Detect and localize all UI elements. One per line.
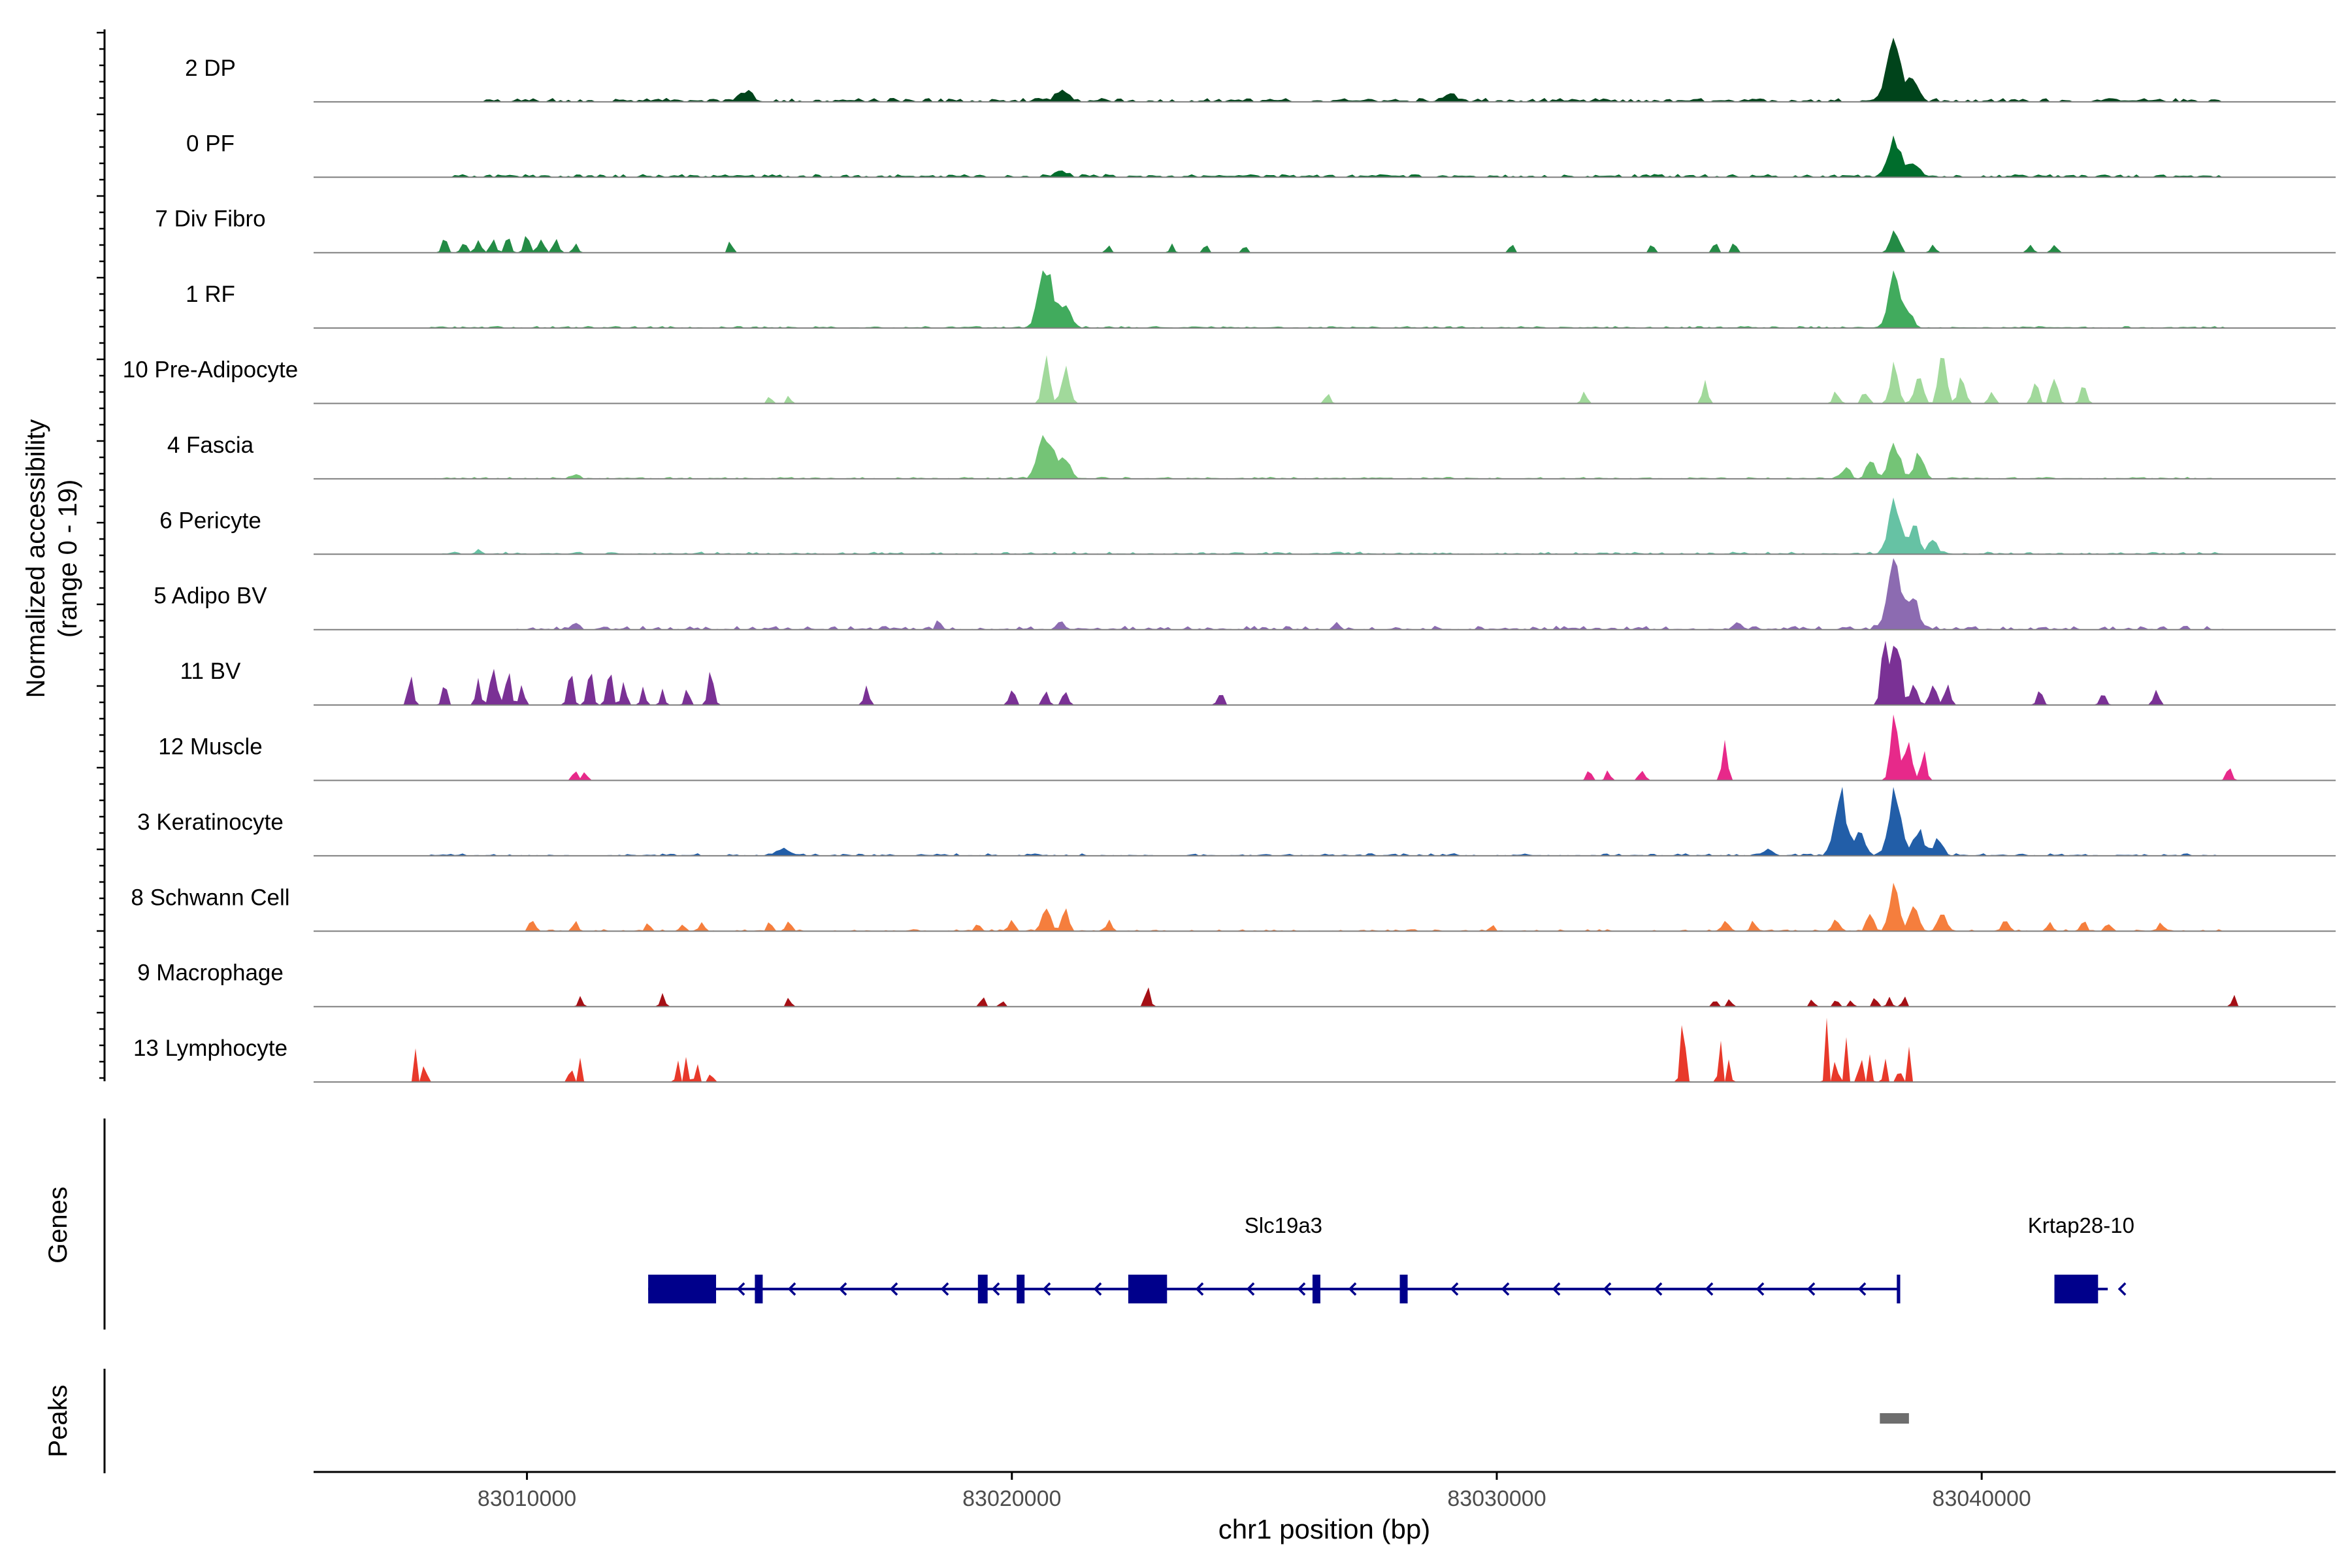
genes-layer: Slc19a3 Krtap28-10 — [103, 1119, 2134, 1330]
track-5: 4 Fascia — [167, 433, 2336, 480]
track-6: 6 Pericyte — [159, 497, 2336, 555]
gene-exon — [755, 1275, 763, 1303]
strand-arrow — [1756, 1282, 1765, 1296]
strand-arrow — [1603, 1282, 1612, 1296]
track-1: 0 PF — [186, 131, 2336, 178]
coverage-area — [314, 135, 2336, 178]
coverage-area — [314, 640, 2336, 706]
gene-krtap28-10: Krtap28-10 — [2028, 1213, 2134, 1303]
strand-arrow — [787, 1282, 796, 1296]
strand-arrow — [1654, 1282, 1663, 1296]
track-label: 13 Lymphocyte — [133, 1036, 287, 1061]
strand-arrow — [1297, 1282, 1306, 1296]
gene-label: Krtap28-10 — [2028, 1213, 2134, 1237]
track-0: 2 DP — [185, 37, 2336, 103]
strand-arrow — [736, 1282, 745, 1296]
y-axis-label-range: (range 0 - 19) — [54, 480, 82, 638]
track-9: 12 Muscle — [158, 714, 2336, 781]
peaks-panel-label: Peaks — [44, 1384, 73, 1457]
strand-arrow — [1246, 1282, 1255, 1296]
strand-arrow — [1450, 1282, 1459, 1296]
tracks-layer: 2 DP 0 PF 7 Div Fibro 1 RF 10 Pre-Adipocyte 4… — [97, 29, 2336, 1083]
coverage-area — [314, 355, 2336, 404]
coverage-area — [314, 714, 2336, 781]
track-4: 10 Pre-Adipocyte — [123, 355, 2336, 404]
track-12: 9 Macrophage — [137, 960, 2336, 1007]
strand-arrow — [940, 1282, 949, 1296]
strand-arrow — [1552, 1282, 1561, 1296]
track-label: 0 PF — [186, 131, 235, 156]
gene-exon — [1128, 1275, 1168, 1303]
gene-exon — [1399, 1275, 1408, 1303]
x-tick-label: 83030000 — [1447, 1486, 1546, 1511]
track-label: 1 RF — [186, 282, 235, 307]
track-label: 4 Fascia — [167, 433, 254, 458]
strand-arrow — [1806, 1282, 1816, 1296]
gene-exon — [2054, 1275, 2099, 1303]
coverage-area — [314, 270, 2336, 329]
y-axis-label: Normalized accessibility — [22, 419, 50, 698]
track-7: 5 Adipo BV — [154, 558, 2336, 630]
x-tick-label: 83020000 — [962, 1486, 1061, 1511]
strand-arrow — [889, 1282, 898, 1296]
peaks-layer — [103, 1369, 1909, 1473]
strand-arrow — [2117, 1282, 2127, 1296]
coverage-area — [314, 987, 2336, 1007]
gene-slc19a3: Slc19a3 — [648, 1213, 1901, 1303]
strand-arrow — [1042, 1282, 1051, 1296]
peak-region — [1880, 1413, 1909, 1424]
track-label: 3 Keratinocyte — [137, 809, 284, 835]
coverage-area — [314, 497, 2336, 555]
track-label: 9 Macrophage — [137, 960, 284, 986]
track-label: 6 Pericyte — [159, 508, 261, 533]
strand-arrow — [1093, 1282, 1102, 1296]
gene-exon — [1897, 1275, 1901, 1303]
track-label: 8 Schwann Cell — [131, 885, 289, 910]
coverage-area — [314, 434, 2336, 479]
track-label: 11 BV — [180, 659, 241, 684]
coverage-area — [314, 558, 2336, 630]
strand-arrow — [838, 1282, 847, 1296]
strand-arrow — [1348, 1282, 1357, 1296]
x-tick-label: 83040000 — [1933, 1486, 2031, 1511]
coverage-area — [314, 1017, 2336, 1083]
track-8: 11 BV — [180, 640, 2336, 706]
genes-panel-label: Genes — [44, 1186, 73, 1264]
track-10: 3 Keratinocyte — [137, 787, 2336, 857]
track-label: 12 Muscle — [158, 734, 263, 760]
gene-label: Slc19a3 — [1245, 1213, 1322, 1237]
track-label: 10 Pre-Adipocyte — [123, 357, 298, 383]
track-11: 8 Schwann Cell — [131, 883, 2336, 932]
gene-exon — [977, 1275, 988, 1303]
coverage-area — [314, 883, 2336, 932]
x-tick-label: 83010000 — [478, 1486, 576, 1511]
coverage-area — [314, 787, 2336, 856]
x-axis-label: chr1 position (bp) — [1218, 1514, 1431, 1544]
gene-exon — [648, 1275, 717, 1303]
track-label: 5 Adipo BV — [154, 583, 267, 609]
strand-arrow — [1195, 1282, 1204, 1296]
track-label: 2 DP — [185, 56, 236, 81]
strand-arrow — [1857, 1282, 1867, 1296]
coverage-area — [314, 37, 2336, 102]
track-3: 1 RF — [186, 270, 2336, 329]
gene-exon — [1312, 1275, 1320, 1303]
x-axis: 83010000 83020000 83030000 83040000 — [314, 1471, 2336, 1511]
track-13: 13 Lymphocyte — [133, 1017, 2336, 1083]
track-label: 7 Div Fibro — [155, 206, 265, 232]
strand-arrow — [991, 1282, 1000, 1296]
strand-arrow — [1705, 1282, 1714, 1296]
coverage-area — [314, 230, 2336, 253]
track-2: 7 Div Fibro — [155, 206, 2336, 253]
gene-exon — [1017, 1275, 1025, 1303]
strand-arrow — [1501, 1282, 1510, 1296]
